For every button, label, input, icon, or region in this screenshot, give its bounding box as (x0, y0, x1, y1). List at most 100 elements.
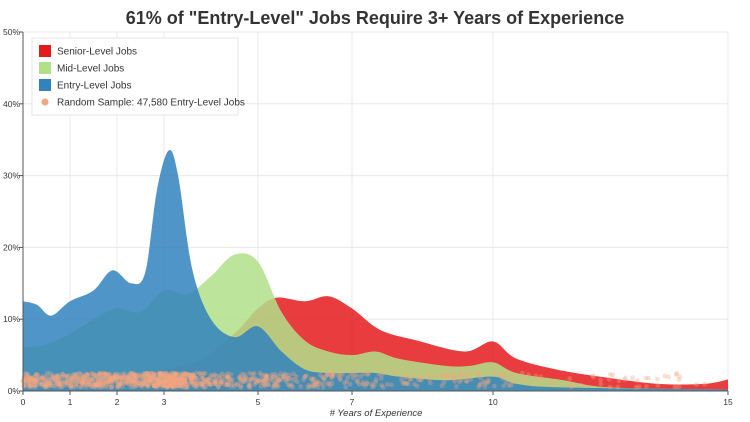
y-tick-label-4: 40% (3, 99, 20, 109)
sample-point (264, 373, 269, 379)
sample-point (278, 371, 284, 377)
sample-point (506, 383, 512, 388)
sample-point (44, 374, 49, 379)
sample-point (348, 371, 353, 377)
sample-point (26, 378, 32, 384)
sample-point (27, 376, 33, 381)
sample-point (29, 379, 34, 385)
sample-point (116, 373, 122, 379)
sample-point (145, 384, 151, 389)
sample-point (275, 383, 281, 389)
sample-point (191, 378, 197, 384)
sample-point (427, 376, 432, 382)
sample-point (646, 375, 651, 381)
sample-point (151, 383, 157, 389)
sample-point (136, 381, 142, 386)
sample-point (234, 381, 240, 387)
sample-point (104, 372, 110, 378)
x-tick-label-5: 7 (350, 397, 355, 407)
sample-point (26, 380, 31, 386)
sample-point (158, 373, 164, 378)
sample-point (204, 380, 210, 386)
sample-point (158, 381, 164, 387)
sample-point (33, 372, 39, 377)
sample-point (163, 372, 169, 378)
sample-point (147, 378, 153, 383)
sample-point (142, 382, 148, 387)
sample-point (69, 376, 75, 381)
sample-point (44, 382, 49, 388)
sample-point (286, 382, 291, 388)
sample-point (31, 377, 37, 382)
sample-point (79, 384, 84, 389)
sample-point (104, 379, 110, 385)
sample-point (84, 382, 90, 387)
sample-point (343, 384, 349, 390)
sample-point (210, 378, 216, 383)
sample-point (59, 374, 65, 380)
sample-point (189, 380, 194, 385)
sample-point (163, 376, 169, 382)
sample-point (256, 378, 261, 384)
sample-point (158, 379, 164, 385)
sample-point (180, 373, 185, 378)
sample-point (106, 378, 112, 384)
sample-point (32, 380, 38, 385)
sample-point (57, 384, 63, 390)
sample-point (676, 384, 682, 390)
sample-point (320, 374, 326, 380)
sample-point (31, 378, 37, 383)
sample-point (143, 381, 149, 387)
sample-point (26, 384, 32, 390)
sample-point (318, 372, 323, 378)
sample-point (173, 384, 179, 390)
x-tick-label-1: 1 (68, 397, 73, 407)
sample-point (52, 377, 58, 383)
sample-point (122, 380, 128, 386)
sample-point (165, 378, 171, 384)
sample-point (150, 372, 156, 377)
sample-point (331, 371, 336, 376)
sample-point (62, 382, 67, 388)
sample-point (164, 384, 170, 390)
sample-point (98, 377, 104, 383)
sample-point (189, 374, 195, 379)
sample-point (55, 374, 61, 380)
sample-point (168, 377, 174, 383)
sample-point (33, 372, 39, 377)
sample-point (166, 378, 172, 384)
sample-point (66, 373, 72, 378)
sample-point (225, 375, 231, 381)
sample-point (108, 376, 113, 382)
sample-point (289, 382, 294, 388)
sample-point (231, 384, 237, 389)
x-tick-label-0: 0 (21, 397, 26, 407)
sample-point (244, 376, 249, 381)
sample-point (253, 379, 259, 385)
sample-point (187, 372, 193, 377)
sample-point (117, 381, 123, 387)
sample-point (168, 377, 173, 382)
sample-point (485, 379, 491, 385)
sample-point (168, 381, 173, 387)
sample-point (97, 379, 103, 384)
sample-point (325, 372, 330, 377)
sample-point (120, 384, 126, 389)
sample-point (162, 382, 168, 388)
sample-point (168, 371, 174, 377)
sample-point (104, 379, 110, 385)
sample-point (320, 381, 326, 387)
sample-point (202, 371, 208, 376)
sample-point (131, 372, 137, 378)
sample-point (314, 381, 319, 387)
sample-point (105, 372, 111, 377)
sample-point (93, 375, 98, 381)
sample-point (62, 380, 68, 385)
sample-point (157, 377, 163, 382)
sample-point (190, 382, 196, 388)
sample-point (317, 381, 323, 387)
sample-point (128, 379, 134, 384)
sample-point (45, 379, 51, 384)
sample-point (153, 378, 158, 384)
